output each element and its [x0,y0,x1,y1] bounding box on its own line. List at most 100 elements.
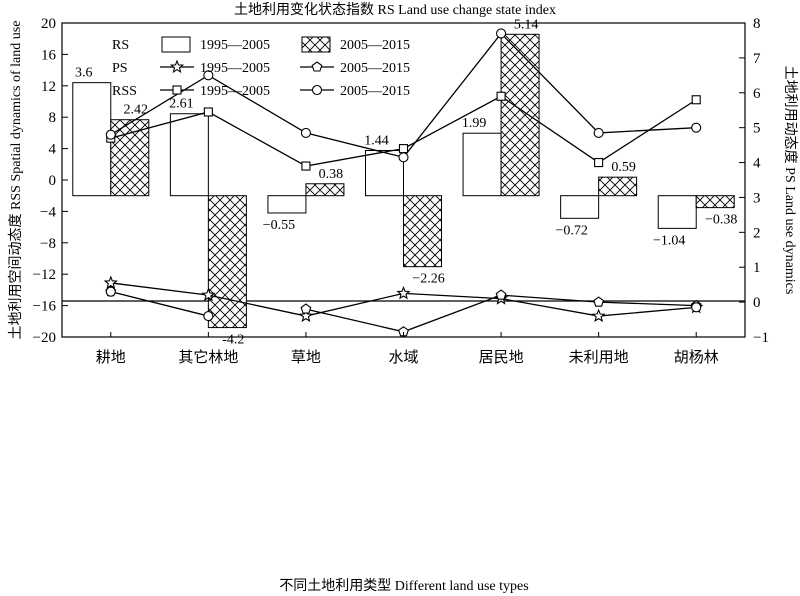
legend-item-label: 2005—2015 [340,38,410,53]
rs-bar [365,149,404,197]
rs-bar-label: −0.72 [555,223,587,238]
pentagon-marker [311,61,323,72]
square-marker [594,158,604,168]
legend-group-label: RS [112,38,129,53]
category-label: 其它林地 [178,348,238,366]
legend-item-label: 1995—2005 [200,38,270,53]
circle-marker [398,152,409,163]
x-axis-title: 不同土地利用类型 Different land use types [279,578,528,594]
legend-item-label: 1995—2005 [200,84,270,99]
left-tick-label: −12 [33,267,56,283]
series-line [110,291,209,317]
rs-bar-label: 1.99 [462,116,487,131]
right-tick-label: 7 [753,51,761,67]
rs-bar-label: −0.38 [705,213,737,228]
left-tick-label: 12 [41,79,56,95]
square-marker [398,144,409,154]
right-tick-label: 2 [753,225,761,241]
left-tick-label: 8 [49,110,57,126]
square-marker [691,95,701,105]
lines [103,28,704,337]
circle-marker [593,127,604,138]
right-tick-label: 1 [753,260,761,276]
rs-bar [598,176,638,197]
circle-marker [203,70,214,81]
circle-marker [105,129,116,140]
rs-bar-label: -4.2 [222,333,244,348]
category-label: 居民地 [479,349,524,366]
category-label: 水域 [388,349,418,366]
circle-marker [300,127,311,138]
category-labels: 耕地 其它林地 草地 水域 居民地 未利用地 胡杨林 [96,332,719,366]
rs-bar [657,195,697,229]
legend-item-label: 2005—2015 [340,84,410,99]
right-tick-label: 4 [753,156,761,172]
right-tick-label: 5 [753,121,761,137]
rs-bar [207,195,247,329]
rs-bar-label: 2.42 [124,103,149,118]
rs-bar-label: 0.59 [611,160,636,175]
legend-group-label: RSS [112,84,137,99]
rs-bar-label: 1.44 [364,133,389,148]
chart-title: 土地利用变化状态指数 RS Land use change state inde… [234,2,556,18]
circle-marker [203,311,214,322]
rs-bar [695,195,735,209]
rs-bar-label: −2.26 [412,272,444,287]
pentagon-marker [495,289,507,300]
square-marker [301,161,311,171]
left-tick-label: −4 [40,204,56,220]
left-axis: −20 −16 −12 −8 −4 0 4 8 12 16 20 [33,16,68,346]
bars [72,33,735,329]
star-marker [103,275,118,290]
circle-marker [105,286,116,297]
category-label: 未利用地 [569,349,629,366]
right-tick-label: 0 [753,295,761,311]
star-marker [298,308,314,323]
rs-bar [462,132,502,197]
rs-bar [169,113,209,197]
circle-marker [691,122,702,133]
category-label: 胡杨林 [674,349,719,366]
left-tick-label: 16 [41,47,57,63]
legend-swatch [161,36,191,53]
left-tick-label: 4 [49,142,57,158]
rs-bar-label: 5.14 [514,17,539,32]
right-tick-label: 3 [753,190,761,206]
square-marker [172,85,182,95]
rs-bar-label: 0.38 [319,167,344,182]
right-tick-label: −1 [753,330,769,346]
star-marker [396,285,411,300]
rs-bar-label: −1.04 [653,233,685,248]
rs-bar-label: 3.6 [75,66,93,81]
left-tick-label: −20 [33,330,56,346]
right-tick-label: 6 [753,86,761,102]
bar-labels: 3.6 2.61 −0.55 1.44 1.99 −0.72 −1.04 2.42 -4.2 0.… [75,17,737,347]
category-label: 耕地 [96,348,126,366]
star-marker [591,308,606,323]
pentagon-marker [300,303,312,314]
rs-bar [500,33,540,197]
rs-bar [560,195,600,219]
rs-bar [403,195,442,268]
rs-bar-label: −0.55 [263,218,295,233]
legend-item-label: 2005—2015 [340,61,410,76]
rs-bar [72,82,112,197]
square-marker [496,91,506,101]
left-tick-label: 20 [41,16,56,32]
circle-marker [691,302,702,313]
right-axis: −1 0 1 2 3 4 5 6 7 8 [739,16,769,346]
legend: RS 1995—2005 2005—2015 PS 1995—2005 2005—2015… [112,36,410,99]
y-axis-title-right: 土地利用动态度 PS Land use dynamics [782,66,798,295]
rs-bar [305,183,345,197]
star-marker [169,59,185,74]
legend-swatch [301,36,331,53]
circle-marker [311,84,323,96]
rs-bar-label: 2.61 [169,97,194,112]
left-tick-label: −8 [40,236,56,252]
right-tick-label: 8 [753,16,761,32]
star-marker [201,287,216,302]
category-label: 草地 [291,349,321,366]
pentagon-marker [593,296,605,307]
left-tick-label: 0 [49,173,57,189]
